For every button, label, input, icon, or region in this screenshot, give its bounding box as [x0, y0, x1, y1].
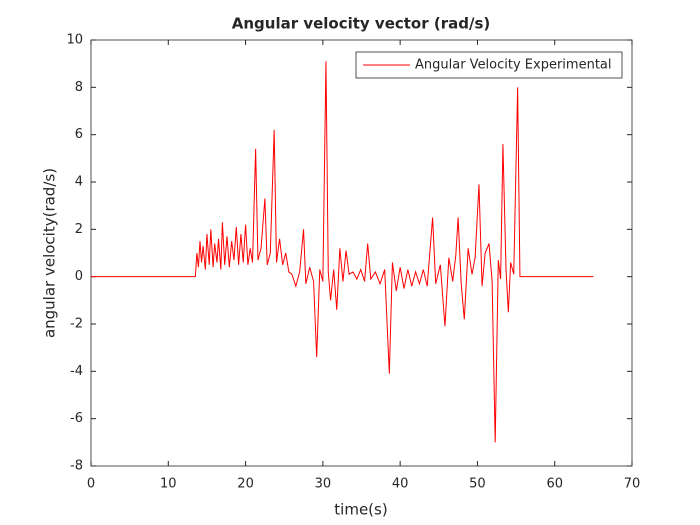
y-tick-label: -4 — [70, 364, 83, 379]
x-tick-label: 70 — [624, 477, 641, 492]
y-tick-label: -8 — [70, 459, 83, 474]
y-tick-label: 8 — [75, 80, 83, 95]
y-tick-label: -2 — [70, 317, 83, 332]
y-tick-label: -6 — [70, 411, 83, 426]
data-line — [91, 61, 594, 443]
x-axis-label: time(s) — [334, 501, 387, 519]
y-tick-label: 2 — [75, 222, 83, 237]
x-tick-label: 50 — [469, 477, 486, 492]
x-tick-label: 40 — [392, 477, 409, 492]
plot-area — [90, 39, 633, 467]
y-tick-label: 10 — [66, 33, 83, 48]
x-tick-label: 10 — [160, 477, 177, 492]
legend-label: Angular Velocity Experimental — [415, 58, 612, 73]
y-tick-label: 6 — [75, 127, 83, 142]
x-tick-label: 0 — [87, 477, 95, 492]
y-tick-label: 4 — [75, 175, 83, 190]
x-tick-label: 60 — [546, 477, 563, 492]
x-tick-label: 30 — [315, 477, 332, 492]
y-axis-label: angular velocity(rad/s) — [41, 168, 59, 338]
y-tick-label: 0 — [75, 269, 83, 284]
x-tick-label: 20 — [237, 477, 254, 492]
chart-title: Angular velocity vector (rad/s) — [232, 15, 491, 33]
